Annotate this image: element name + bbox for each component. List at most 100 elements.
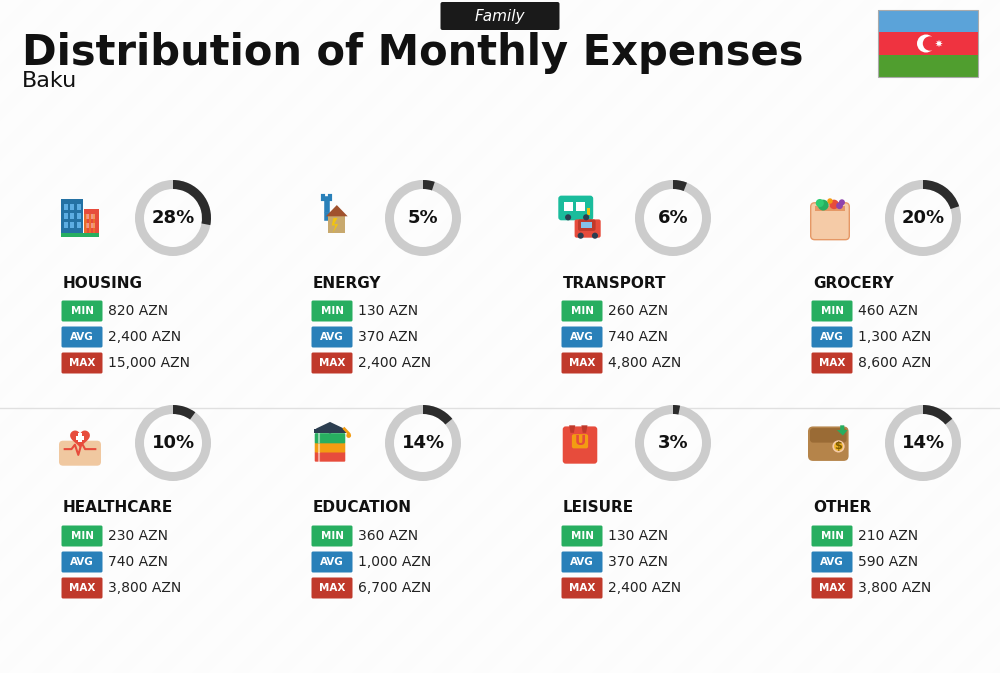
Circle shape <box>836 203 843 209</box>
Polygon shape <box>332 218 338 234</box>
FancyBboxPatch shape <box>812 353 852 374</box>
Text: AVG: AVG <box>70 557 94 567</box>
Bar <box>61 233 99 237</box>
FancyBboxPatch shape <box>562 577 602 598</box>
Text: 590 AZN: 590 AZN <box>858 555 918 569</box>
FancyBboxPatch shape <box>62 526 103 546</box>
FancyBboxPatch shape <box>563 427 597 464</box>
FancyBboxPatch shape <box>315 442 345 452</box>
Text: 260 AZN: 260 AZN <box>608 304 668 318</box>
Bar <box>78 433 82 442</box>
Text: AVG: AVG <box>570 332 594 342</box>
Bar <box>84 214 87 233</box>
Bar <box>86 213 89 219</box>
Text: Baku: Baku <box>22 71 77 91</box>
FancyBboxPatch shape <box>558 196 593 220</box>
Text: MIN: MIN <box>320 306 344 316</box>
Circle shape <box>816 199 824 207</box>
Text: ENERGY: ENERGY <box>313 275 382 291</box>
FancyBboxPatch shape <box>812 326 852 347</box>
Wedge shape <box>923 180 959 209</box>
FancyBboxPatch shape <box>812 551 852 573</box>
Text: 2,400 AZN: 2,400 AZN <box>608 581 681 595</box>
Text: 460 AZN: 460 AZN <box>858 304 918 318</box>
Bar <box>815 207 845 211</box>
Text: 740 AZN: 740 AZN <box>608 330 668 344</box>
Wedge shape <box>385 180 461 256</box>
FancyBboxPatch shape <box>808 427 849 461</box>
Bar <box>70 213 74 219</box>
Circle shape <box>832 440 845 452</box>
Text: Family: Family <box>475 9 525 24</box>
Polygon shape <box>326 205 348 216</box>
Text: 3%: 3% <box>658 434 688 452</box>
Text: LEISURE: LEISURE <box>563 501 634 516</box>
Text: MAX: MAX <box>819 583 845 593</box>
Wedge shape <box>135 180 211 256</box>
Text: MAX: MAX <box>569 583 595 593</box>
FancyBboxPatch shape <box>62 551 103 573</box>
Text: MIN: MIN <box>820 306 844 316</box>
Polygon shape <box>935 40 943 47</box>
FancyBboxPatch shape <box>62 577 103 598</box>
Polygon shape <box>316 422 344 433</box>
Circle shape <box>829 200 839 209</box>
Bar <box>878 10 978 77</box>
Wedge shape <box>635 180 711 256</box>
Circle shape <box>565 214 571 220</box>
Text: 15,000 AZN: 15,000 AZN <box>108 356 190 370</box>
FancyBboxPatch shape <box>62 326 103 347</box>
FancyBboxPatch shape <box>312 353 352 374</box>
Wedge shape <box>423 405 452 425</box>
FancyBboxPatch shape <box>312 301 352 322</box>
Bar <box>91 213 95 219</box>
Text: 210 AZN: 210 AZN <box>858 529 918 543</box>
Bar <box>878 55 978 77</box>
Text: AVG: AVG <box>320 332 344 342</box>
Wedge shape <box>885 405 961 481</box>
Text: MIN: MIN <box>570 306 594 316</box>
FancyBboxPatch shape <box>812 577 852 598</box>
Text: HEALTHCARE: HEALTHCARE <box>63 501 173 516</box>
Text: 6%: 6% <box>658 209 688 227</box>
Text: MIN: MIN <box>70 306 94 316</box>
Polygon shape <box>328 216 345 234</box>
Text: MIN: MIN <box>570 531 594 541</box>
Text: 3,800 AZN: 3,800 AZN <box>858 581 931 595</box>
Wedge shape <box>635 405 711 481</box>
Text: 4,800 AZN: 4,800 AZN <box>608 356 681 370</box>
FancyBboxPatch shape <box>575 219 601 238</box>
Circle shape <box>827 199 833 204</box>
Wedge shape <box>885 180 961 256</box>
Bar <box>878 32 978 55</box>
Text: 820 AZN: 820 AZN <box>108 304 168 318</box>
Bar <box>77 222 81 228</box>
Wedge shape <box>673 405 680 415</box>
Polygon shape <box>837 425 848 435</box>
Text: 230 AZN: 230 AZN <box>108 529 168 543</box>
Text: 3,800 AZN: 3,800 AZN <box>108 581 181 595</box>
Text: MAX: MAX <box>69 583 95 593</box>
Text: 10%: 10% <box>151 434 195 452</box>
FancyBboxPatch shape <box>562 353 602 374</box>
Text: MAX: MAX <box>69 358 95 368</box>
FancyBboxPatch shape <box>62 301 103 322</box>
Bar <box>93 214 95 233</box>
Text: 740 AZN: 740 AZN <box>108 555 168 569</box>
Text: AVG: AVG <box>570 557 594 567</box>
Text: AVG: AVG <box>320 557 344 567</box>
Text: 2,400 AZN: 2,400 AZN <box>108 330 181 344</box>
Circle shape <box>923 36 937 50</box>
Bar <box>564 203 573 211</box>
Text: 370 AZN: 370 AZN <box>608 555 668 569</box>
Bar <box>576 203 585 211</box>
Circle shape <box>592 233 598 239</box>
Circle shape <box>917 34 935 52</box>
FancyBboxPatch shape <box>440 2 560 30</box>
FancyBboxPatch shape <box>315 433 345 444</box>
Polygon shape <box>581 425 587 433</box>
Text: MAX: MAX <box>569 358 595 368</box>
Bar <box>64 213 68 219</box>
Polygon shape <box>569 425 575 433</box>
Bar <box>86 223 89 228</box>
